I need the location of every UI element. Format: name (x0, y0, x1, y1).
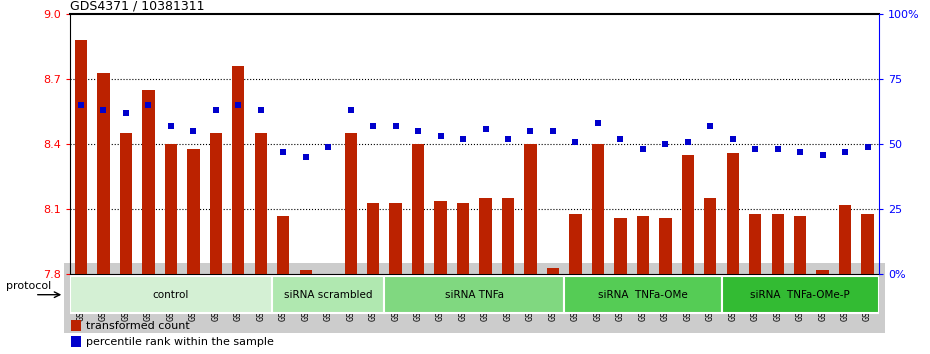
Point (433, 133, 448, 139)
Point (658, 141, 672, 147)
Bar (569, 213, 581, 274)
Bar (344, 133, 357, 274)
Bar (165, 144, 177, 274)
Bar (772, 213, 784, 274)
Point (500, 136, 515, 142)
Point (613, 136, 628, 142)
Point (635, 147, 650, 152)
Bar (384, 276, 565, 313)
Bar (547, 268, 559, 274)
Point (770, 147, 785, 152)
Bar (591, 144, 604, 274)
Point (703, 123, 718, 129)
Point (321, 144, 336, 150)
Point (343, 108, 358, 113)
Point (118, 110, 133, 116)
Bar (98, 73, 110, 274)
Bar (722, 276, 879, 313)
Point (792, 149, 807, 155)
Bar (367, 203, 379, 274)
Text: siRNA  TNFa-OMe-P: siRNA TNFa-OMe-P (751, 290, 850, 300)
Text: percentile rank within the sample: percentile rank within the sample (86, 337, 273, 347)
Point (456, 136, 471, 142)
Point (231, 102, 246, 108)
Point (186, 129, 201, 134)
Point (838, 149, 853, 155)
Point (478, 126, 493, 131)
Bar (565, 276, 722, 313)
Point (411, 129, 426, 134)
Bar (794, 216, 806, 274)
Bar (120, 133, 132, 274)
Point (208, 108, 223, 113)
Bar (255, 133, 267, 274)
Bar (614, 218, 627, 274)
Point (546, 129, 561, 134)
Point (164, 123, 179, 129)
Text: transformed count: transformed count (86, 321, 190, 331)
Text: siRNA TNFa: siRNA TNFa (445, 290, 504, 300)
Point (276, 149, 291, 155)
Bar (434, 201, 446, 274)
Bar (322, 274, 335, 279)
Bar (70, 276, 272, 313)
Bar (187, 149, 200, 274)
Bar (209, 133, 222, 274)
Text: siRNA  TNFa-OMe: siRNA TNFa-OMe (598, 290, 688, 300)
Point (523, 129, 538, 134)
Bar (412, 144, 424, 274)
Point (725, 136, 740, 142)
Bar (659, 218, 671, 274)
Bar (637, 216, 649, 274)
Point (253, 108, 268, 113)
Point (860, 144, 875, 150)
Bar (682, 155, 694, 274)
Bar (479, 199, 492, 274)
Point (816, 152, 830, 158)
Bar (502, 199, 514, 274)
Point (299, 154, 313, 160)
Bar (72, 336, 81, 347)
Bar (839, 205, 851, 274)
Text: protocol: protocol (6, 281, 51, 291)
Bar (525, 144, 537, 274)
Point (748, 147, 763, 152)
Point (141, 102, 156, 108)
Bar (232, 66, 245, 274)
Bar (861, 213, 874, 274)
Point (365, 123, 380, 129)
Bar (74, 40, 87, 274)
Bar (272, 276, 384, 313)
Bar (142, 90, 154, 274)
Text: control: control (153, 290, 189, 300)
Point (388, 123, 403, 129)
Bar (277, 216, 289, 274)
Point (681, 139, 696, 144)
Point (96, 108, 111, 113)
Text: GDS4371 / 10381311: GDS4371 / 10381311 (70, 0, 205, 13)
Bar (457, 203, 470, 274)
Text: siRNA scrambled: siRNA scrambled (284, 290, 372, 300)
Point (73, 102, 88, 108)
Point (568, 139, 583, 144)
Bar (390, 203, 402, 274)
Bar (704, 199, 716, 274)
Bar (299, 270, 312, 274)
Bar (72, 320, 81, 331)
Point (591, 121, 605, 126)
Bar (817, 270, 829, 274)
Bar (726, 153, 739, 274)
Bar (749, 213, 762, 274)
